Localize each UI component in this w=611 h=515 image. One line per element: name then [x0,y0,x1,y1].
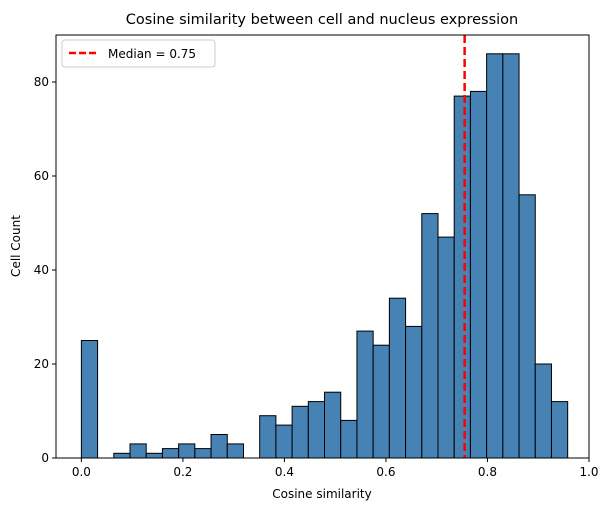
histogram-bar [340,419,358,459]
x-axis-label: Cosine similarity [272,487,371,501]
y-tick-label: 80 [34,75,49,89]
legend-median-label: Median = 0.75 [108,47,196,61]
y-tick-label: 40 [34,263,49,277]
histogram-bar [259,415,277,459]
y-tick-label: 60 [34,169,49,183]
x-tick-label: 1.0 [579,465,598,479]
histogram-bar [226,443,244,459]
histogram-bar [502,53,520,459]
x-tick-label: 0.8 [478,465,497,479]
histogram-bar [210,434,228,459]
chart-title: Cosine similarity between cell and nucle… [126,12,518,28]
legend-box [61,39,216,68]
x-tick-label: 0.4 [275,465,294,479]
histogram-bar [469,90,488,459]
y-axis-label: Cell Count [9,215,23,277]
histogram-bar [80,340,99,459]
histogram-bar [405,325,423,459]
x-tick-label: 0.2 [173,465,192,479]
histogram-bar [437,236,455,459]
histogram-bar [161,448,180,459]
histogram-bar [113,452,131,459]
histogram-bar [178,443,196,459]
histogram-bar [194,448,212,459]
histogram-bar [145,452,163,459]
histogram-bar [356,330,374,459]
histogram-bar [129,443,147,459]
x-tick-label: 0.6 [376,465,395,479]
y-tick-label: 0 [41,451,49,465]
legend: Median = 0.75 [61,39,216,68]
histogram-bar [275,424,293,459]
histogram-bar [307,401,326,459]
histogram-bar [324,391,342,459]
x-tick-label: 0.0 [72,465,91,479]
histogram-bar [372,344,390,459]
y-tick-label: 20 [34,357,49,371]
histogram-bar [388,297,407,459]
histogram-bar [518,194,536,459]
histogram-bar [534,363,552,459]
histogram-bar [550,401,569,459]
histogram-bar [291,405,309,459]
plot-frame [55,34,590,459]
histogram-bar [421,213,439,459]
histogram-bar [486,53,504,459]
histogram-bar [453,95,471,459]
